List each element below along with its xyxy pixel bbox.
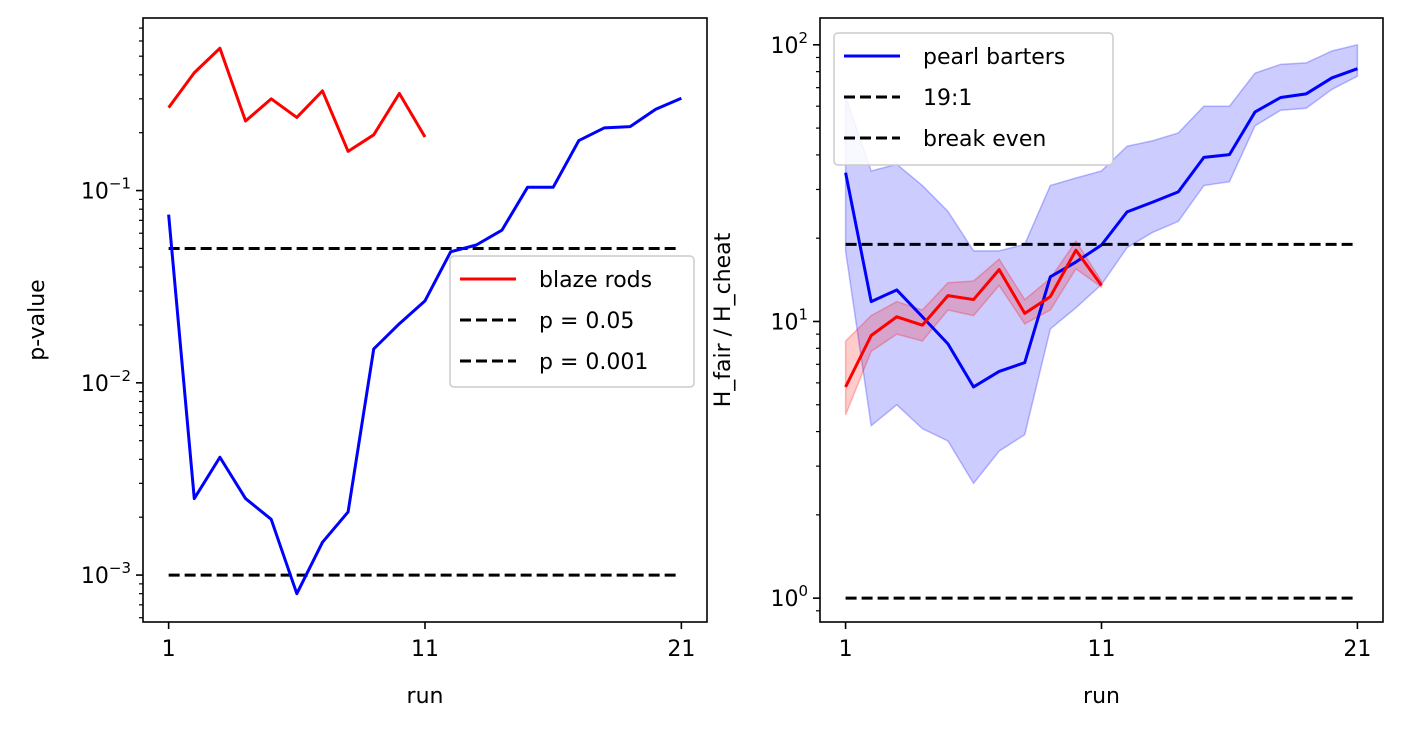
legend-box [833,32,1114,166]
x-tick-label: 21 [1343,637,1371,662]
y-axis-label: H_fair / H_cheat [711,232,736,407]
x-tick-label: 11 [411,637,439,662]
legend: blaze rods p = 0.05 p = 0.001 [449,255,695,388]
series-line-pearl-barters [844,67,1358,389]
x-axis-label: run [1083,684,1120,709]
x-tick-label: 21 [667,637,695,662]
y-tick-label: 10−1 [81,175,131,205]
x-tick-label: 1 [162,637,176,662]
legend-label: blaze rods [539,268,652,293]
y-tick-label: 10−2 [81,367,131,397]
legend-label: p = 0.001 [539,350,648,375]
x-axis-label: run [407,684,444,709]
y-tick-label: 102 [770,29,808,59]
legend-label: p = 0.05 [539,309,634,334]
legend-label: pearl barters [923,45,1065,70]
series-line-blaze-rods [167,46,427,153]
legend-box [449,255,695,388]
legend-label: break even [923,127,1046,152]
series-line-unlabeled-3 [167,96,682,596]
legend-label: 19:1 [923,86,972,111]
y-tick-label: 10−3 [81,559,131,589]
plot-area [844,43,1359,600]
confidence-band-2 [844,239,1103,416]
y-tick-label: 101 [770,305,808,335]
x-tick-label: 11 [1088,637,1116,662]
y-axis-label: p-value [25,279,50,360]
legend: pearl barters 19:1 break even [833,32,1114,166]
y-tick-label: 100 [770,582,808,612]
x-tick-label: 1 [839,637,853,662]
series-line-unlabeled-3 [844,248,1103,388]
plot-area [167,46,682,596]
